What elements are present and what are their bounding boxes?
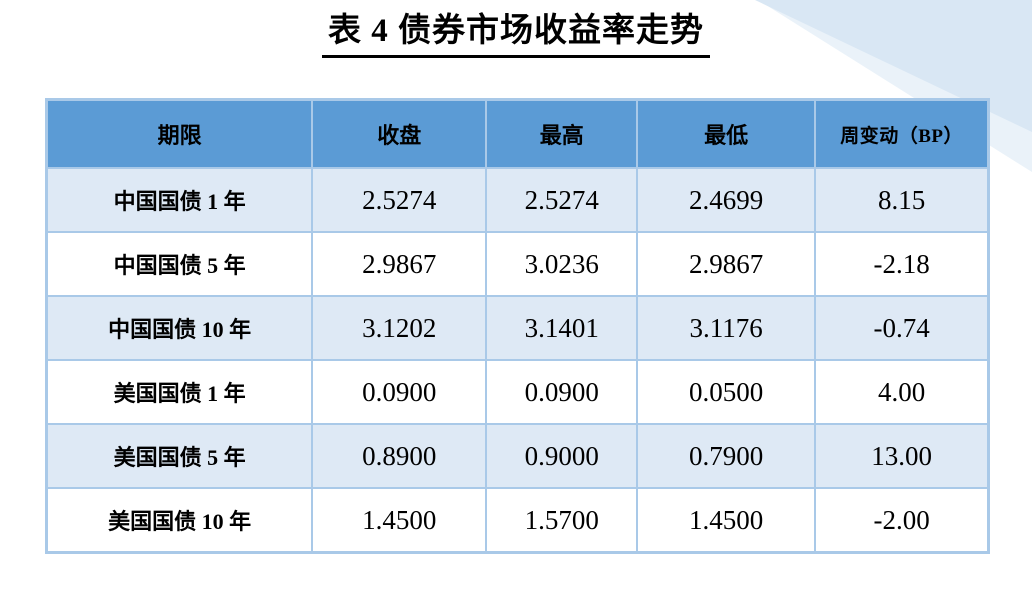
header-term: 期限 xyxy=(45,98,314,169)
header-low: 最低 xyxy=(636,98,817,169)
table-row: 中国国债 1 年 2.5274 2.5274 2.4699 8.15 xyxy=(45,167,990,233)
low-cell: 0.7900 xyxy=(636,423,817,489)
close-cell: 1.4500 xyxy=(311,487,488,554)
low-cell: 3.1176 xyxy=(636,295,817,361)
high-cell: 0.0900 xyxy=(485,359,639,425)
page-title: 表 4 债券市场收益率走势 xyxy=(0,12,1032,58)
table-row: 中国国债 5 年 2.9867 3.0236 2.9867 -2.18 xyxy=(45,231,990,297)
term-cell: 美国国债 1 年 xyxy=(45,359,314,425)
term-cell: 中国国债 10 年 xyxy=(45,295,314,361)
high-cell: 0.9000 xyxy=(485,423,639,489)
page-title-text: 表 4 债券市场收益率走势 xyxy=(322,12,710,58)
weekly-change-cell: 13.00 xyxy=(814,423,990,489)
term-cell: 美国国债 5 年 xyxy=(45,423,314,489)
low-cell: 2.9867 xyxy=(636,231,817,297)
header-weekly-change-bp: 周变动（BP） xyxy=(814,98,990,169)
table-header: 期限 收盘 最高 最低 周变动（BP） xyxy=(45,98,990,169)
low-cell: 1.4500 xyxy=(636,487,817,554)
weekly-change-cell: -2.00 xyxy=(814,487,990,554)
close-cell: 2.9867 xyxy=(311,231,488,297)
high-cell: 2.5274 xyxy=(485,167,639,233)
close-cell: 3.1202 xyxy=(311,295,488,361)
weekly-change-cell: -2.18 xyxy=(814,231,990,297)
high-cell: 1.5700 xyxy=(485,487,639,554)
term-cell: 中国国债 5 年 xyxy=(45,231,314,297)
bond-yield-table: 期限 收盘 最高 最低 周变动（BP） 中国国债 1 年 2.5274 2.52… xyxy=(45,98,990,554)
weekly-change-cell: -0.74 xyxy=(814,295,990,361)
header-close: 收盘 xyxy=(311,98,488,169)
weekly-change-cell: 4.00 xyxy=(814,359,990,425)
table-row: 美国国债 5 年 0.8900 0.9000 0.7900 13.00 xyxy=(45,423,990,489)
table-row: 美国国债 10 年 1.4500 1.5700 1.4500 -2.00 xyxy=(45,487,990,554)
close-cell: 2.5274 xyxy=(311,167,488,233)
table-row: 美国国债 1 年 0.0900 0.0900 0.0500 4.00 xyxy=(45,359,990,425)
close-cell: 0.8900 xyxy=(311,423,488,489)
low-cell: 0.0500 xyxy=(636,359,817,425)
header-row: 期限 收盘 最高 最低 周变动（BP） xyxy=(45,98,990,169)
close-cell: 0.0900 xyxy=(311,359,488,425)
table-body: 中国国债 1 年 2.5274 2.5274 2.4699 8.15 中国国债 … xyxy=(45,167,990,554)
yield-table-container: 期限 收盘 最高 最低 周变动（BP） 中国国债 1 年 2.5274 2.52… xyxy=(45,98,990,554)
term-cell: 中国国债 1 年 xyxy=(45,167,314,233)
low-cell: 2.4699 xyxy=(636,167,817,233)
high-cell: 3.1401 xyxy=(485,295,639,361)
header-high: 最高 xyxy=(485,98,639,169)
weekly-change-cell: 8.15 xyxy=(814,167,990,233)
term-cell: 美国国债 10 年 xyxy=(45,487,314,554)
table-row: 中国国债 10 年 3.1202 3.1401 3.1176 -0.74 xyxy=(45,295,990,361)
high-cell: 3.0236 xyxy=(485,231,639,297)
